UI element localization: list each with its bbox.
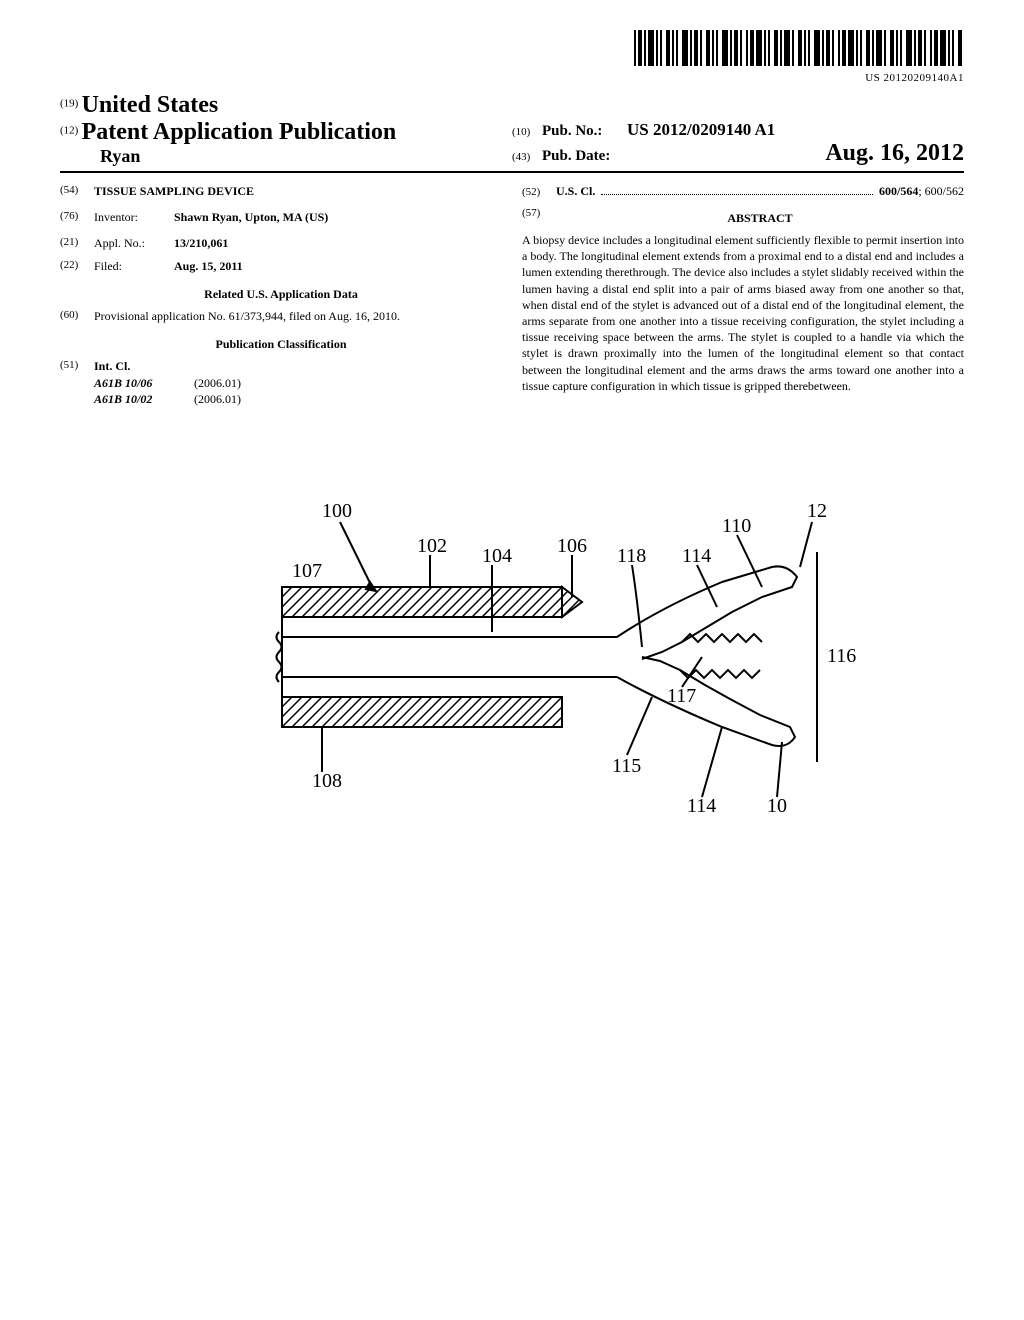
header: (19) United States (12) Patent Applicati… xyxy=(60,92,964,167)
label-12: 12 xyxy=(807,500,827,522)
label-118: 118 xyxy=(617,545,646,567)
pub-type: Patent Application Publication xyxy=(82,119,397,145)
barcode-region: US 20120209140A1 xyxy=(60,30,964,84)
label-100: 100 xyxy=(322,500,352,522)
left-column: (54) TISSUE SAMPLING DEVICE (76) Invento… xyxy=(60,183,502,407)
abstract-heading: ABSTRACT xyxy=(556,210,964,226)
right-column: (52) U.S. Cl. 600/564; 600/562 (57) ABST… xyxy=(522,183,964,407)
appl-label: Appl. No.: xyxy=(94,235,174,251)
pub-date-code: (43) xyxy=(512,151,542,163)
label-106: 106 xyxy=(557,535,587,557)
author: Ryan xyxy=(60,146,512,167)
provisional-code: (60) xyxy=(60,308,94,324)
uscl-value: 600/564; 600/562 xyxy=(879,183,964,199)
columns: (54) TISSUE SAMPLING DEVICE (76) Invento… xyxy=(60,183,964,407)
intcl-row-code: A61B 10/02 xyxy=(94,391,194,407)
pub-date-value: Aug. 16, 2012 xyxy=(627,140,964,167)
filed-label: Filed: xyxy=(94,258,174,274)
barcode-text: US 20120209140A1 xyxy=(60,72,964,84)
appl-code: (21) xyxy=(60,235,94,251)
abstract-code: (57) xyxy=(522,206,556,232)
pub-type-code: (12) xyxy=(60,125,78,137)
label-114b: 114 xyxy=(687,795,716,817)
label-102: 102 xyxy=(417,535,447,557)
label-104: 104 xyxy=(482,545,512,567)
inventor-label: Inventor: xyxy=(94,209,174,225)
label-10: 10 xyxy=(767,795,787,817)
filed-value: Aug. 15, 2011 xyxy=(174,258,502,274)
divider xyxy=(60,171,964,173)
pub-no-value: US 2012/0209140 A1 xyxy=(627,120,775,140)
label-117: 117 xyxy=(667,685,696,707)
intcl-row-code: A61B 10/06 xyxy=(94,375,194,391)
label-115: 115 xyxy=(612,755,641,777)
label-116: 116 xyxy=(827,645,856,667)
filed-code: (22) xyxy=(60,258,94,274)
inventor-code: (76) xyxy=(60,209,94,225)
figure-svg: 100 12 110 102 107 104 106 118 114 116 1… xyxy=(162,437,862,857)
intcl-row-year: (2006.01) xyxy=(194,391,241,407)
appl-value: 13/210,061 xyxy=(174,235,502,251)
label-107: 107 xyxy=(292,560,322,582)
title-code: (54) xyxy=(60,183,94,199)
provisional-text: Provisional application No. 61/373,944, … xyxy=(94,308,400,324)
figure-area: 100 12 110 102 107 104 106 118 114 116 1… xyxy=(60,437,964,857)
pub-no-label: Pub. No.: xyxy=(542,123,627,140)
intcl-row: A61B 10/02 (2006.01) xyxy=(94,391,502,407)
inventor-value: Shawn Ryan, Upton, MA (US) xyxy=(174,209,502,225)
pub-no-code: (10) xyxy=(512,126,542,138)
intcl-row-year: (2006.01) xyxy=(194,375,241,391)
related-heading: Related U.S. Application Data xyxy=(60,286,502,302)
classification-heading: Publication Classification xyxy=(60,336,502,352)
barcode xyxy=(634,30,964,70)
intcl-label: Int. Cl. xyxy=(94,358,130,374)
uscl-label: U.S. Cl. xyxy=(556,183,595,199)
pub-date-label: Pub. Date: xyxy=(542,148,627,165)
label-110: 110 xyxy=(722,515,751,537)
intcl-code: (51) xyxy=(60,358,94,374)
uscl-code: (52) xyxy=(522,185,556,200)
label-108: 108 xyxy=(312,770,342,792)
title: TISSUE SAMPLING DEVICE xyxy=(94,183,254,199)
country: United States xyxy=(82,92,219,118)
label-114: 114 xyxy=(682,545,711,567)
intcl-row: A61B 10/06 (2006.01) xyxy=(94,375,502,391)
country-code: (19) xyxy=(60,98,78,110)
abstract-body: A biopsy device includes a longitudinal … xyxy=(522,232,964,394)
uscl-dots xyxy=(601,194,873,195)
